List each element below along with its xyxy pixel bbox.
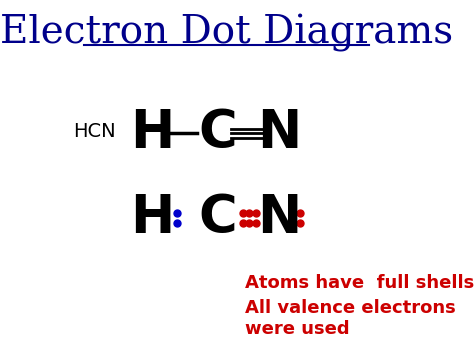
Text: Electron Dot Diagrams: Electron Dot Diagrams	[0, 14, 453, 52]
Text: H: H	[130, 192, 174, 244]
Text: C: C	[198, 192, 237, 244]
Text: Atoms have  full shells: Atoms have full shells	[245, 274, 474, 292]
Text: HCN: HCN	[73, 122, 116, 141]
Text: C: C	[198, 108, 237, 159]
Text: H: H	[130, 108, 174, 159]
Text: N: N	[257, 108, 301, 159]
Text: All valence electrons
were used: All valence electrons were used	[245, 299, 456, 338]
Text: N: N	[257, 192, 301, 244]
